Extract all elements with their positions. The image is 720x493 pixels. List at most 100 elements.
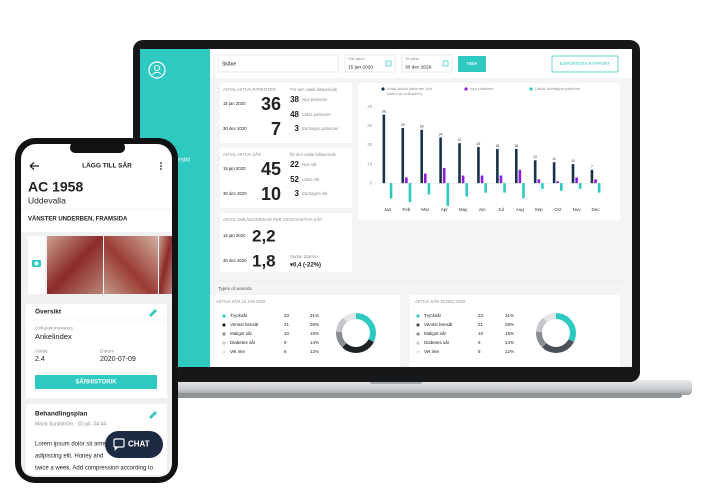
avatar-body: [152, 71, 162, 75]
export-button[interactable]: [551, 55, 619, 73]
y-tick-label: 20: [367, 142, 372, 147]
card: [220, 213, 352, 272]
row-dot: [222, 341, 226, 345]
donut-segment: [336, 313, 376, 353]
x-tick-label: Oct: [554, 207, 562, 212]
bar-value-label: 18: [495, 144, 499, 148]
big-number: 2,2: [252, 226, 276, 245]
plan-text: twice a week. Add compression according …: [35, 466, 154, 472]
bar-value-label: 11: [552, 157, 556, 161]
x-tick-label: Mar: [421, 207, 429, 212]
x-tick-label: Aug: [516, 207, 525, 212]
bar: [382, 114, 386, 184]
chat-button[interactable]: [105, 431, 163, 458]
wound-photo[interactable]: [104, 236, 158, 294]
button-label: VISA: [467, 61, 478, 66]
laptop-base-edge: [110, 393, 682, 398]
plan-text: adipiscing elit. Honey and: [35, 454, 103, 460]
edit-icon[interactable]: [149, 411, 157, 419]
row-dot: [222, 323, 226, 327]
wound-percent: 31%: [505, 313, 514, 318]
wound-name: Malignt sår: [424, 330, 447, 336]
field-label: Från datum: [348, 57, 365, 61]
bar: [556, 181, 560, 184]
wound-count: 10: [478, 331, 484, 336]
edit-icon[interactable]: [149, 309, 157, 317]
wound-count: 23: [478, 313, 484, 318]
wound-photo[interactable]: [159, 236, 172, 294]
bar: [458, 143, 461, 184]
chat-label[interactable]: CHAT: [128, 440, 150, 449]
wound-count: 10: [284, 331, 290, 336]
laptop: Översikt Skåne Från datum 15 jan 2020 Till d…: [100, 40, 692, 398]
row-dot: [222, 332, 226, 336]
big-number: 7: [271, 119, 281, 139]
big-number: 10: [261, 184, 281, 204]
menu-dot: [160, 165, 162, 167]
x-tick-label: Dec: [592, 207, 601, 212]
bar: [518, 169, 522, 184]
x-tick-label: Jul: [498, 207, 504, 212]
wound-name: Venöst bensår: [230, 321, 259, 327]
back-button[interactable]: [29, 162, 39, 170]
camera-lens: [34, 261, 39, 266]
date-field[interactable]: [401, 54, 453, 73]
y-tick-label: 40: [367, 104, 372, 109]
avatar-head: [154, 65, 160, 71]
x-tick-label: May: [459, 207, 468, 212]
bar: [442, 167, 446, 184]
bar: [590, 169, 594, 184]
bar: [575, 177, 578, 184]
bar: [594, 179, 597, 184]
header-action[interactable]: LÄGG TILL SÅR: [82, 161, 132, 170]
sidebar-item[interactable]: Översikt: [168, 157, 190, 164]
bar-value-label: 19: [477, 142, 481, 146]
date: 15 jan 2020: [223, 101, 246, 106]
card: [220, 83, 352, 143]
y-tick-label: 10: [367, 161, 372, 166]
date-field[interactable]: [344, 54, 396, 73]
wound-percent: 14%: [505, 340, 514, 345]
bar-value-label: 12: [533, 155, 537, 159]
row-dot: [416, 323, 420, 327]
bar-value-label: 18: [514, 144, 518, 148]
bar: [480, 175, 484, 184]
bar: [597, 183, 601, 193]
bar: [405, 177, 408, 184]
bar: [420, 129, 423, 184]
card-title: ANTAL AKTIVA PATIENTER:: [223, 87, 277, 92]
chat-icon: [113, 438, 125, 448]
button-label: EXPORTERA RAPPORT: [560, 61, 611, 66]
wound-count: 8: [284, 349, 287, 354]
field-label: Till datum: [405, 57, 419, 61]
avatar: [148, 61, 166, 79]
bar-value-label: 24: [439, 132, 443, 136]
bar-value-label: 21: [458, 138, 462, 142]
screen-content: Översikt Skåne Från datum 15 jan 2020 Till d…: [168, 57, 610, 354]
date: 30 dec 2020: [223, 191, 247, 196]
field-label: Värde: [35, 348, 48, 354]
legend-marker: [381, 87, 385, 91]
y-tick-label: 0: [370, 180, 373, 185]
bar: [514, 148, 518, 184]
history-button[interactable]: [35, 375, 157, 389]
search-field[interactable]: [217, 54, 339, 73]
x-tick-label: Jun: [478, 207, 486, 212]
wound-name: Diabetes sår: [424, 339, 450, 345]
show-button[interactable]: [458, 56, 486, 72]
card: [220, 148, 352, 208]
card-period: för den valda tidsperiode: [290, 152, 337, 157]
row-dot: [416, 332, 420, 336]
legend-label: Nya patienter: [470, 86, 494, 91]
stat-number: 38: [290, 95, 299, 104]
wound-photo[interactable]: [47, 236, 103, 294]
wound-count: 9: [478, 340, 481, 345]
bar: [477, 146, 480, 184]
bar: [503, 183, 506, 193]
bar: [401, 127, 405, 184]
menu-dot[interactable]: [160, 162, 162, 164]
field-value: Ankelindex: [35, 332, 72, 341]
button-label[interactable]: SÅRHISTORIK: [75, 379, 117, 386]
